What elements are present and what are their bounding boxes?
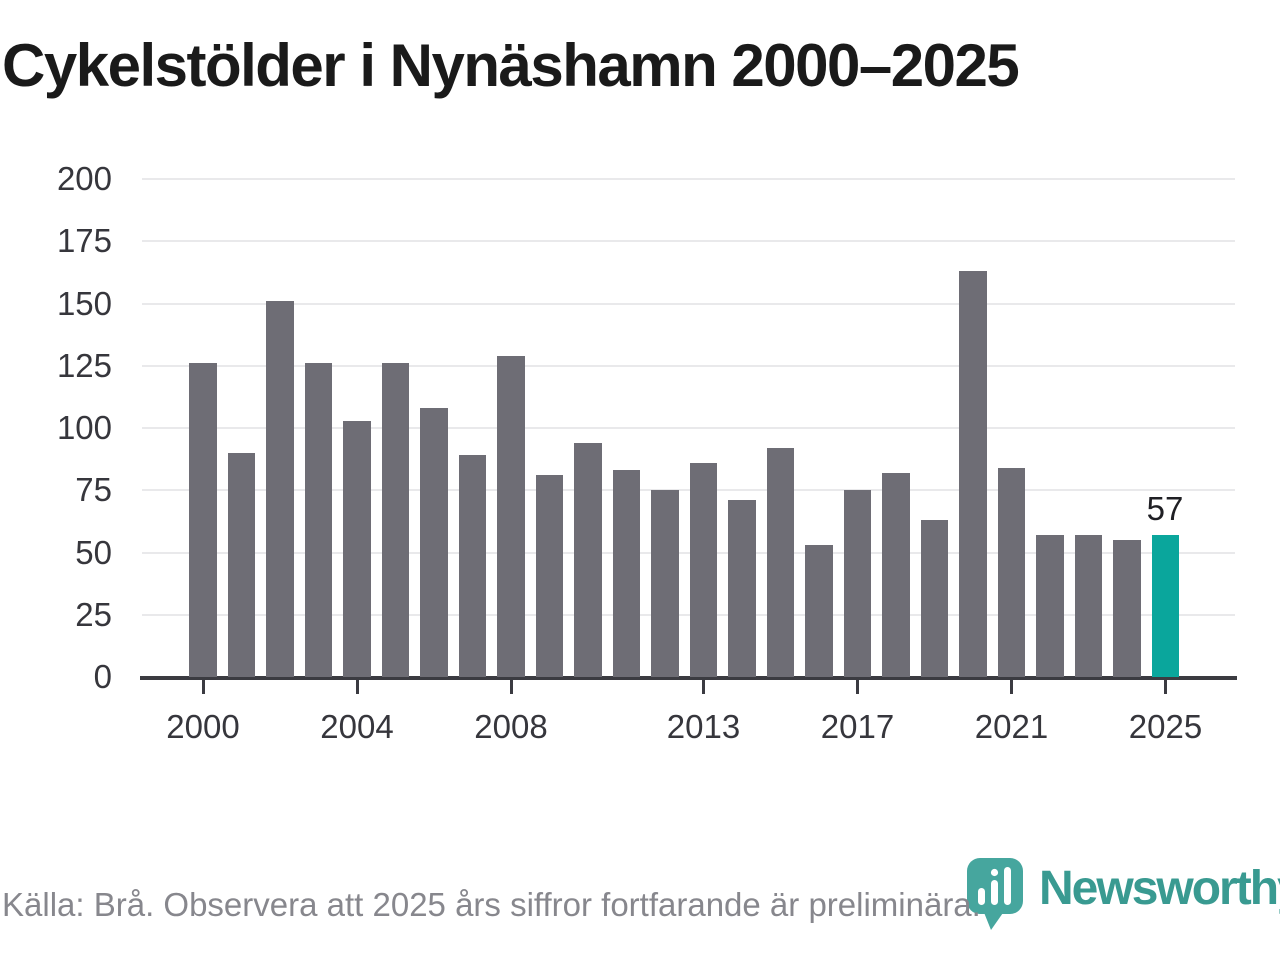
bar-2023	[1074, 535, 1103, 677]
y-label-100: 100	[56, 409, 112, 446]
bar-2025	[1151, 535, 1180, 677]
bar-2003	[304, 363, 333, 677]
x-label-2004: 2004	[320, 708, 394, 745]
bar-2022	[1036, 535, 1064, 677]
y-axis-labels: 0 25 50 75 100 125 150 175 200	[0, 160, 112, 697]
y-label-25: 25	[75, 595, 112, 633]
bar-2008	[497, 355, 525, 677]
x-tick-2008	[509, 679, 513, 694]
x-axis-line	[140, 676, 1237, 680]
newsworthy-wordmark: Newsworthy	[1039, 862, 1280, 915]
bar-2015	[766, 447, 795, 677]
x-tick-2000	[201, 679, 205, 694]
x-label-2013: 2013	[666, 708, 741, 745]
source-note: Källa: Brå. Observera att 2025 års siffr…	[2, 886, 981, 923]
bar-2002	[266, 301, 294, 677]
bar-2004	[343, 420, 371, 677]
x-label-2021: 2021	[974, 708, 1049, 745]
y-label-75: 75	[75, 471, 112, 509]
x-label-2000: 2000	[166, 708, 240, 745]
chart-title: Cykelstölder i Nynäshamn 2000–2025	[2, 32, 1020, 99]
y-label-50: 50	[75, 533, 112, 571]
newsworthy-pin-barchart-icon	[967, 858, 1023, 930]
gridline-75	[142, 489, 1235, 492]
bar-2007	[458, 455, 487, 677]
y-label-125: 125	[56, 346, 112, 384]
bar-2019	[920, 520, 949, 677]
bar-2012	[651, 490, 679, 677]
bar-2017	[843, 490, 872, 677]
bar-2018	[882, 472, 910, 677]
y-label-200: 200	[56, 160, 112, 197]
x-tick-2025	[1164, 679, 1167, 694]
bar-2014	[728, 500, 756, 677]
bar-2010	[574, 442, 602, 677]
bar-2000	[189, 363, 217, 677]
bar-2009	[535, 475, 564, 677]
bar-2001	[227, 452, 256, 677]
bar-2020	[959, 271, 987, 677]
y-label-175: 175	[56, 222, 112, 260]
x-tick-2004	[355, 679, 359, 694]
x-label-2008: 2008	[474, 708, 548, 745]
gridline-25	[142, 613, 1235, 616]
x-tick-2021	[1010, 679, 1013, 694]
gridline-150	[142, 302, 1235, 305]
plot-area: 2000 2004 2008 2013 2017 2021 2025	[140, 160, 1237, 745]
gridline-175	[142, 240, 1235, 243]
y-label-150: 150	[56, 284, 112, 322]
x-tick-2017	[856, 679, 859, 694]
y-label-0: 0	[93, 658, 112, 695]
gridline-125	[142, 364, 1235, 367]
bar-value-label: 57	[1146, 490, 1184, 527]
bar-2011	[612, 470, 641, 677]
newsworthy-logo: Newsworthy	[967, 858, 1280, 932]
bar-2021	[997, 467, 1026, 677]
x-label-2025: 2025	[1128, 708, 1203, 745]
bar-2016	[805, 545, 833, 677]
bar-2024	[1113, 540, 1141, 677]
gridline-100	[142, 427, 1235, 429]
gridline-200	[142, 178, 1235, 180]
bar-2005	[381, 363, 410, 677]
bar-2006	[420, 408, 448, 677]
x-label-2017: 2017	[820, 708, 895, 745]
gridline-50	[142, 551, 1235, 554]
x-tick-2013	[702, 679, 705, 694]
bar-2013	[689, 462, 718, 677]
